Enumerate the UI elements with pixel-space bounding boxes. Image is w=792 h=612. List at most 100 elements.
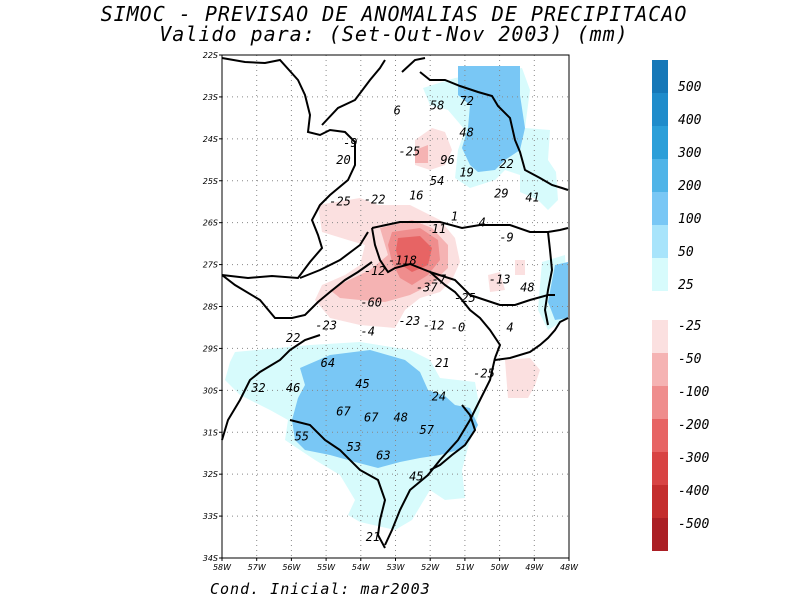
legend-label: -500 (678, 517, 709, 532)
legend-swatch-negative (652, 320, 668, 353)
anomaly-value: 24 (432, 390, 446, 404)
negative-max-center (396, 236, 432, 272)
paraguay-internal (299, 231, 369, 279)
lon-tick-label: 56W (282, 563, 301, 572)
anomaly-value: 22 (286, 331, 300, 345)
lon-tick-label: 50W (491, 563, 510, 572)
anomaly-value: 48 (393, 411, 407, 425)
legend-swatch-positive (652, 159, 668, 192)
mato-grosso-border (321, 59, 386, 126)
legend-swatch-negative (652, 518, 668, 551)
brazil-paraguay-border (221, 57, 356, 280)
map-title: SIMOC - PREVISAO DE ANOMALIAS DE PRECIPI… (100, 2, 688, 26)
anomaly-value: -12 (364, 264, 386, 278)
legend-swatch-negative (652, 419, 668, 452)
anomaly-value: -25 (473, 367, 495, 381)
anomaly-value: 46 (286, 381, 300, 395)
legend-label: -25 (678, 319, 702, 334)
legend-label: -50 (678, 352, 702, 367)
lat-tick-label: 30S (203, 386, 218, 395)
anomaly-value: 48 (520, 281, 534, 295)
anomaly-value: 16 (409, 188, 423, 202)
anomaly-value: 29 (494, 186, 508, 200)
anomaly-value: -25 (329, 195, 351, 209)
lat-tick-label: 29S (203, 344, 218, 353)
lagoa-dos-patos (429, 404, 477, 471)
sc-state-border (371, 221, 569, 233)
anomaly-value: 4 (506, 320, 513, 334)
latitude-labels: 22S 23S 24S 25S 26S 27S 28S 29S 30S 31S 32S 33S 34S (203, 51, 222, 563)
lon-tick-label: 57W (248, 563, 267, 572)
legend-swatch-negative (652, 452, 668, 485)
lat-tick-label: 33S (203, 512, 218, 521)
anomaly-value: 6 (394, 104, 401, 118)
legend-swatch-negative (652, 386, 668, 419)
anomaly-value: 11 (432, 222, 446, 236)
lat-tick-label: 32S (203, 470, 218, 479)
legend-swatch-positive (652, 60, 668, 93)
anomaly-value: -25 (399, 144, 421, 158)
legend-swatch-positive (652, 93, 668, 126)
anomaly-value: 63 (376, 448, 390, 462)
anomaly-value: 67 (336, 404, 351, 418)
lat-tick-label: 31S (203, 428, 218, 437)
lat-tick-label: 34S (203, 554, 218, 563)
anomaly-value: 22 (499, 157, 513, 171)
anomaly-value: 20 (336, 153, 350, 167)
anomaly-value: 72 (459, 94, 473, 108)
initial-condition-label: Cond. Inicial: mar2003 (210, 580, 431, 598)
anomaly-value: 1 (451, 209, 458, 223)
sc-coast (494, 317, 569, 361)
legend-label: 50 (678, 245, 694, 260)
sp-pr-border (419, 71, 569, 191)
legend-swatch-negative (652, 485, 668, 518)
anomaly-value: -22 (364, 193, 386, 207)
lon-tick-label: 55W (317, 563, 336, 572)
lon-tick-label: 49W (525, 563, 544, 572)
legend-label: 500 (678, 80, 702, 95)
anomaly-value: 45 (355, 377, 369, 391)
anomaly-value: 21 (366, 530, 380, 544)
anomaly-value: -7 (432, 272, 447, 286)
anomaly-value: 48 (459, 126, 473, 140)
anomaly-value: 58 (430, 98, 444, 112)
lon-tick-label: 48W (560, 563, 579, 572)
positive-core-east (548, 262, 568, 320)
lat-tick-label: 25S (203, 177, 218, 186)
sc-rs-border (429, 271, 555, 306)
lat-tick-label: 26S (203, 219, 218, 228)
anomaly-value: -118 (388, 253, 417, 267)
parana-river-border (371, 227, 502, 359)
negative-area-east (488, 272, 505, 292)
rs-uruguay-border (289, 419, 387, 549)
legend-label: 25 (678, 278, 694, 293)
legend-swatch-positive (652, 126, 668, 159)
anomaly-value: -9 (343, 136, 357, 150)
legend-swatch-positive (652, 192, 668, 225)
positive-core-north (458, 66, 525, 172)
anomaly-value: -37 (416, 281, 438, 295)
anomaly-value: 41 (525, 191, 539, 205)
longitude-labels: 58W 57W 56W 55W 54W 53W 52W 51W 50W 49W 48W (213, 558, 579, 572)
anomaly-value: -23 (315, 318, 337, 332)
uruguay-river-border (221, 334, 321, 441)
lon-tick-label: 53W (386, 563, 405, 572)
negative-area-southeast (505, 358, 540, 398)
legend-label: -200 (678, 418, 709, 433)
positive-core-south (292, 350, 478, 468)
anomaly-value: -12 (423, 318, 445, 332)
legend-label: 400 (678, 113, 702, 128)
color-legend: 500 400 300 200 100 50 25 -25 -50 -100 -200 -300 -40… (652, 60, 709, 551)
negative-area-small (515, 260, 525, 275)
state-line-east (543, 231, 554, 326)
legend-swatch-positive (652, 258, 668, 291)
legend-label: 200 (678, 179, 702, 194)
anomaly-value: 54 (430, 174, 444, 188)
lat-tick-label: 22S (203, 51, 218, 60)
legend-label: -100 (678, 385, 709, 400)
anomaly-value: 53 (347, 440, 361, 454)
anomaly-value: 55 (295, 429, 309, 443)
anomaly-value: 45 (409, 469, 423, 483)
legend-swatch-positive (652, 225, 668, 258)
